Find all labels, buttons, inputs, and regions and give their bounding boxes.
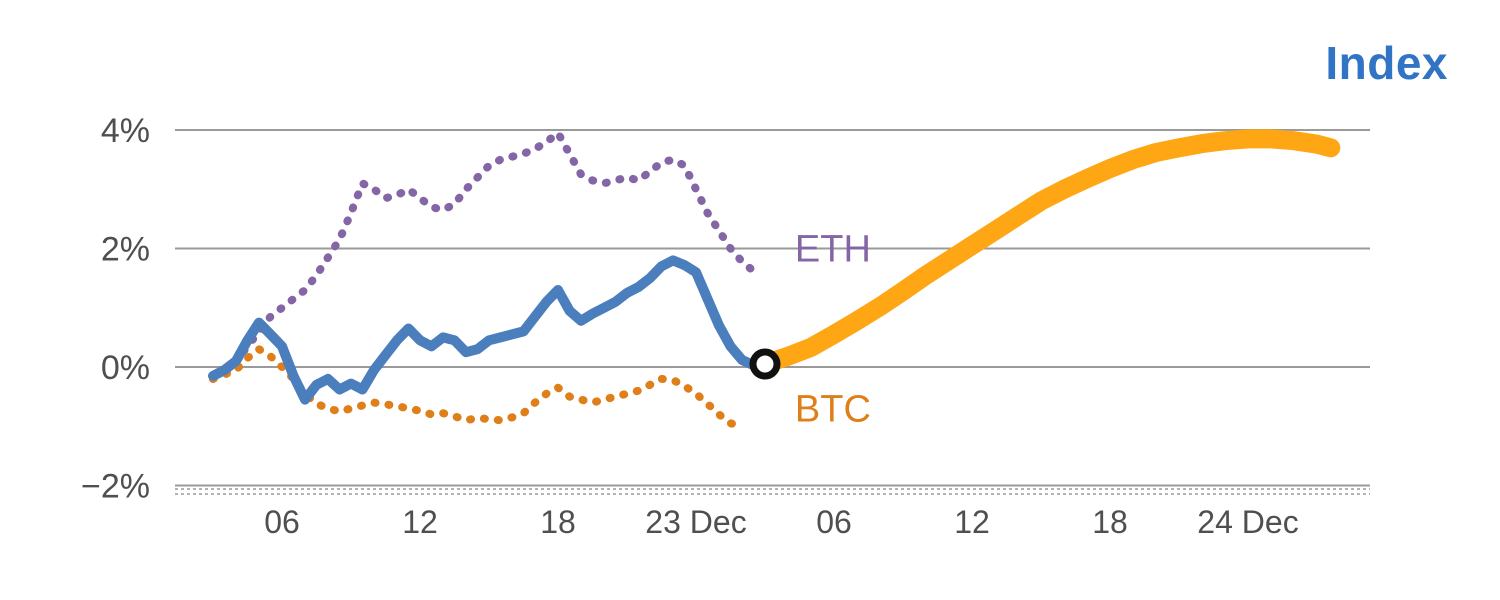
index-line: [208, 255, 770, 405]
x-tick-label: 12: [954, 504, 990, 540]
eth-line: [209, 129, 758, 383]
y-tick-label: 2%: [101, 231, 150, 269]
btc-label: BTC: [795, 388, 871, 430]
forecast-start-marker: [749, 348, 781, 380]
eth-label: ETH: [795, 229, 871, 271]
x-tick-label: 06: [264, 504, 300, 540]
y-tick-label: −2%: [81, 468, 150, 506]
y-tick-label: 4%: [101, 112, 150, 150]
x-tick-label: 12: [402, 504, 438, 540]
x-tick-label: 18: [540, 504, 576, 540]
x-tick-label: 24 Dec: [1197, 504, 1298, 540]
x-tick-label: 23 Dec: [645, 504, 746, 540]
x-tick-label: 06: [816, 504, 852, 540]
x-tick-label: 18: [1092, 504, 1128, 540]
index-forecast-line: [755, 129, 1341, 374]
page-title: Index: [1325, 37, 1448, 89]
y-tick-label: 0%: [101, 349, 150, 387]
